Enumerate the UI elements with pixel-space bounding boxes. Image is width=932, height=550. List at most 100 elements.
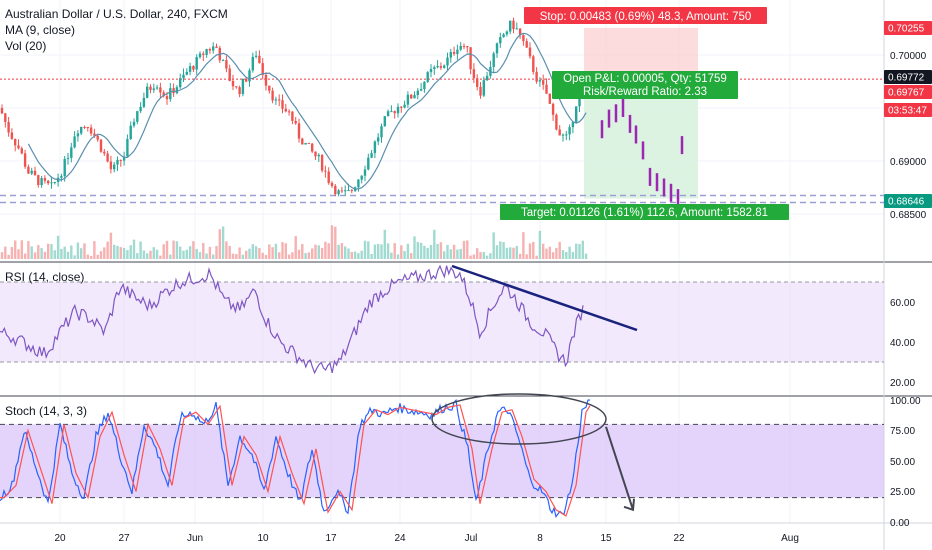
candle-body-21: [70, 147, 73, 158]
candle-body-171: [565, 134, 568, 136]
candle-body-38: [126, 139, 129, 157]
volume-bar-3: [10, 247, 14, 259]
volume-bar-132: [436, 243, 439, 259]
candle-body-0: [0, 108, 4, 114]
candle-body-90: [297, 123, 301, 139]
volume-bar-172: [568, 246, 571, 259]
volume-bar-157: [518, 253, 522, 259]
candle-body-164: [542, 80, 545, 85]
volume-bar-150: [495, 245, 499, 259]
candle-body-73: [241, 78, 245, 95]
volume-bar-51: [169, 254, 172, 259]
volume-bar-108: [357, 253, 360, 259]
volume-bar-5: [17, 249, 20, 259]
candle-body-78: [258, 55, 261, 64]
candle-body-64: [212, 46, 215, 51]
candle-body-145: [479, 86, 482, 96]
x-tick-label-3: 10: [257, 533, 269, 544]
volume-bar-8: [27, 241, 30, 259]
candle-body-14: [47, 180, 50, 184]
candle-body-13: [43, 178, 47, 181]
stoch-ellipse: [431, 393, 607, 445]
candle-body-151: [499, 37, 502, 44]
candle-body-76: [251, 56, 254, 71]
volume-bar-72: [238, 247, 241, 259]
candle-body-70: [231, 80, 235, 87]
volume-bar-70: [231, 253, 235, 259]
vol-legend: Vol (20): [5, 39, 46, 54]
stoch-legend: Stoch (14, 3, 3): [5, 404, 87, 419]
candle-body-53: [175, 87, 179, 94]
volume-bar-145: [479, 252, 482, 259]
candle-body-16: [53, 181, 56, 183]
price-tag-bg-0: [884, 21, 932, 35]
candle-body-119: [393, 111, 396, 114]
volume-bar-65: [215, 246, 218, 259]
volume-bar-119: [393, 243, 396, 259]
volume-bar-98: [324, 241, 327, 259]
volume-bar-158: [522, 232, 525, 259]
stoch-tick-label-0: 100.00: [890, 396, 921, 407]
rsi-trendline: [451, 264, 638, 332]
candle-body-137: [452, 52, 456, 54]
candle-body-150: [495, 43, 499, 54]
volume-bar-135: [446, 244, 449, 259]
candle-body-152: [502, 34, 505, 38]
candle-body-61: [202, 53, 205, 55]
candle-body-174: [575, 106, 578, 123]
volume-bar-155: [512, 247, 515, 259]
ma-legend: MA (9, close): [5, 23, 75, 38]
candle-body-27: [89, 127, 93, 134]
volume-bar-131: [433, 229, 436, 259]
candle-body-142: [469, 47, 472, 70]
candle-body-158: [522, 35, 525, 42]
volume-bar-58: [192, 241, 195, 259]
stop-label-bg: [524, 7, 767, 24]
volume-bar-53: [175, 241, 179, 259]
stoch-series: [0, 398, 591, 519]
volume-bar-91: [301, 244, 304, 259]
candle-body-117: [386, 111, 390, 117]
volume-bar-28: [93, 241, 96, 259]
volume-bar-63: [208, 246, 212, 259]
stoch-arrow-head: [623, 498, 635, 512]
volume-bar-99: [327, 243, 330, 259]
candle-body-56: [185, 71, 188, 75]
stoch-label: Stoch (14, 3, 3): [5, 404, 88, 418]
candle-body-112: [370, 153, 373, 158]
candle-body-159: [525, 41, 528, 48]
volume-bar-59: [195, 248, 198, 259]
open-pnl-label-bg: [552, 71, 738, 86]
candle-body-88: [291, 111, 294, 121]
volume-bar-159: [525, 254, 528, 259]
volume-bar-18: [60, 248, 63, 259]
volume-bar-173: [571, 252, 575, 259]
price-tag-bg-3: [884, 103, 932, 117]
volume-bar-148: [489, 253, 492, 259]
candle-body-31: [103, 151, 106, 154]
volume-bar-2: [7, 254, 10, 259]
volume-bar-31: [103, 247, 106, 259]
x-tick-label-4: 17: [325, 533, 337, 544]
volume-bar-45: [149, 250, 152, 259]
candle-body-116: [383, 116, 386, 127]
volume-bar-17: [56, 235, 60, 259]
volume-bar-124: [410, 253, 413, 259]
candle-body-157: [518, 28, 522, 36]
volume-bar-165: [545, 248, 548, 259]
candle-body-156: [515, 28, 518, 30]
candle-body-10: [33, 170, 37, 176]
candle-body-40: [132, 121, 136, 126]
candle-body-82: [271, 90, 274, 101]
volume-bar-76: [251, 244, 254, 259]
volume-bar-27: [89, 255, 93, 259]
candle-body-75: [248, 70, 251, 82]
candle-body-114: [377, 137, 380, 142]
open-pnl-label: Open P&L: 0.00005, Qty: 51759: [563, 73, 727, 85]
candle-body-120: [396, 106, 400, 114]
price-tag-bg-1: [884, 70, 932, 84]
candle-body-147: [485, 75, 489, 81]
candle-body-93: [307, 142, 311, 144]
candle-body-6: [20, 148, 23, 154]
volume-bar-134: [443, 251, 446, 259]
